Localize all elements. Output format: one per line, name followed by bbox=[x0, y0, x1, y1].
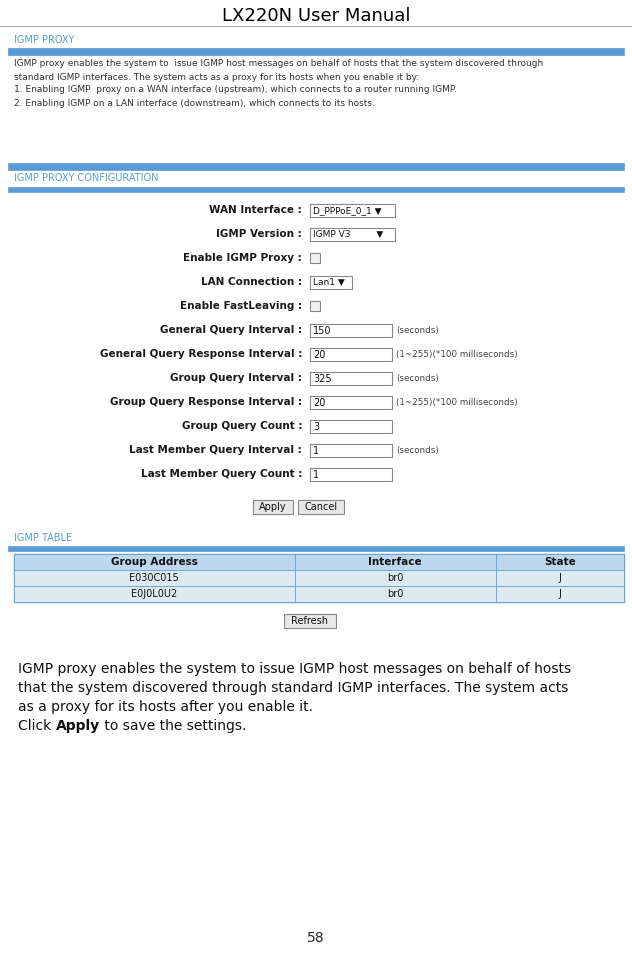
Text: 20: 20 bbox=[313, 350, 325, 359]
Bar bbox=[284, 614, 336, 628]
Bar bbox=[310, 348, 392, 361]
Text: J: J bbox=[559, 589, 561, 599]
Text: (1~255)(*100 milliseconds): (1~255)(*100 milliseconds) bbox=[396, 398, 518, 407]
Text: E030C015: E030C015 bbox=[130, 573, 179, 583]
Bar bbox=[298, 500, 344, 514]
Text: 58: 58 bbox=[307, 931, 325, 945]
Text: (seconds): (seconds) bbox=[396, 446, 439, 455]
Bar bbox=[8, 546, 624, 551]
Text: IGMP V3         ▼: IGMP V3 ▼ bbox=[313, 230, 383, 239]
Text: 150: 150 bbox=[313, 326, 332, 335]
Text: Lan1 ▼: Lan1 ▼ bbox=[313, 278, 344, 287]
Text: standard IGMP interfaces. The system acts as a proxy for its hosts when you enab: standard IGMP interfaces. The system act… bbox=[14, 72, 419, 82]
Bar bbox=[310, 276, 352, 289]
Bar bbox=[310, 204, 395, 217]
Text: (seconds): (seconds) bbox=[396, 326, 439, 335]
Bar bbox=[310, 468, 392, 481]
Text: State: State bbox=[544, 557, 576, 567]
Text: Group Query Count :: Group Query Count : bbox=[181, 421, 302, 431]
Text: LAN Connection :: LAN Connection : bbox=[201, 277, 302, 287]
Text: J: J bbox=[559, 573, 561, 583]
Bar bbox=[295, 554, 496, 570]
Text: Interface: Interface bbox=[368, 557, 422, 567]
Text: Enable IGMP Proxy :: Enable IGMP Proxy : bbox=[183, 253, 302, 263]
Text: IGMP proxy enables the system to  issue IGMP host messages on behalf of hosts th: IGMP proxy enables the system to issue I… bbox=[14, 60, 544, 68]
Text: br0: br0 bbox=[387, 573, 403, 583]
Bar bbox=[14, 554, 624, 602]
Text: that the system discovered through standard IGMP interfaces. The system acts: that the system discovered through stand… bbox=[18, 681, 568, 695]
Text: (seconds): (seconds) bbox=[396, 374, 439, 383]
Text: br0: br0 bbox=[387, 589, 403, 599]
Bar bbox=[14, 554, 295, 570]
Bar bbox=[8, 48, 624, 55]
Bar bbox=[310, 444, 392, 457]
Bar bbox=[310, 228, 395, 241]
Bar bbox=[496, 586, 624, 602]
Text: Last Member Query Interval :: Last Member Query Interval : bbox=[130, 445, 302, 455]
Text: 3: 3 bbox=[313, 422, 319, 431]
Bar bbox=[496, 570, 624, 586]
Text: IGMP TABLE: IGMP TABLE bbox=[14, 533, 72, 543]
Text: Cancel: Cancel bbox=[305, 502, 337, 512]
Text: 2. Enabling IGMP on a LAN interface (downstream), which connects to its hosts.: 2. Enabling IGMP on a LAN interface (dow… bbox=[14, 98, 375, 108]
Text: to save the settings.: to save the settings. bbox=[100, 719, 246, 733]
Bar bbox=[8, 187, 624, 192]
Text: IGMP PROXY CONFIGURATION: IGMP PROXY CONFIGURATION bbox=[14, 173, 159, 183]
Bar bbox=[310, 253, 320, 263]
Bar bbox=[310, 301, 320, 311]
Text: General Query Interval :: General Query Interval : bbox=[160, 325, 302, 335]
Text: Click: Click bbox=[18, 719, 56, 733]
Bar bbox=[14, 570, 295, 586]
Text: WAN Interface :: WAN Interface : bbox=[209, 205, 302, 215]
Text: Last Member Query Count :: Last Member Query Count : bbox=[141, 469, 302, 479]
Text: as a proxy for its hosts after you enable it.: as a proxy for its hosts after you enabl… bbox=[18, 700, 313, 714]
Text: 1: 1 bbox=[313, 446, 319, 456]
Text: LX220N User Manual: LX220N User Manual bbox=[222, 7, 410, 25]
Bar bbox=[310, 372, 392, 385]
Text: 1: 1 bbox=[313, 470, 319, 480]
Bar bbox=[310, 396, 392, 409]
Text: 1. Enabling IGMP  proxy on a WAN interface (upstream), which connects to a route: 1. Enabling IGMP proxy on a WAN interfac… bbox=[14, 86, 457, 94]
Bar bbox=[295, 586, 496, 602]
Text: Apply: Apply bbox=[259, 502, 287, 512]
Text: IGMP PROXY: IGMP PROXY bbox=[14, 35, 75, 45]
Bar bbox=[310, 324, 392, 337]
Bar bbox=[253, 500, 293, 514]
Text: Group Address: Group Address bbox=[111, 557, 198, 567]
Bar bbox=[310, 420, 392, 433]
Text: Refresh: Refresh bbox=[291, 616, 329, 626]
Text: IGMP Version :: IGMP Version : bbox=[216, 229, 302, 239]
Text: Apply: Apply bbox=[56, 719, 100, 733]
Text: General Query Response Interval :: General Query Response Interval : bbox=[100, 349, 302, 359]
Bar bbox=[8, 163, 624, 170]
Text: IGMP proxy enables the system to issue IGMP host messages on behalf of hosts: IGMP proxy enables the system to issue I… bbox=[18, 662, 571, 676]
Text: (1~255)(*100 milliseconds): (1~255)(*100 milliseconds) bbox=[396, 350, 518, 359]
Text: 20: 20 bbox=[313, 398, 325, 407]
Text: Enable FastLeaving :: Enable FastLeaving : bbox=[180, 301, 302, 311]
Text: D_PPPoE_0_1 ▼: D_PPPoE_0_1 ▼ bbox=[313, 206, 382, 215]
Text: Group Query Interval :: Group Query Interval : bbox=[170, 373, 302, 383]
Bar bbox=[496, 554, 624, 570]
Text: Group Query Response Interval :: Group Query Response Interval : bbox=[110, 397, 302, 407]
Text: 325: 325 bbox=[313, 374, 332, 383]
Bar bbox=[295, 570, 496, 586]
Bar bbox=[14, 586, 295, 602]
Text: E0J0L0U2: E0J0L0U2 bbox=[131, 589, 178, 599]
